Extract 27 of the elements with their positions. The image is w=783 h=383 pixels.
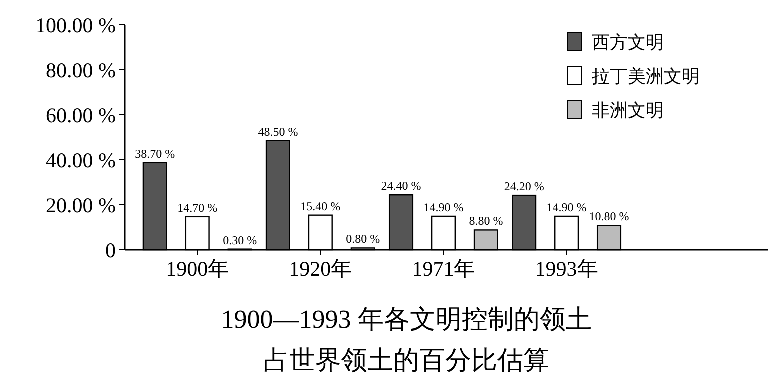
x-tick-label: 1971年 [412,257,476,281]
x-tick-label: 1920年 [289,257,352,281]
data-label: 0.30 % [223,233,258,248]
data-label: 24.20 % [504,180,544,194]
data-label: 8.80 % [469,214,504,228]
y-tick-label: 20.00 % [46,193,116,218]
x-tick-label: 1993年 [535,257,598,281]
x-tick-label: 1900年 [166,257,230,281]
legend-label: 拉丁美洲文明 [592,66,700,86]
y-tick-label: 100.00 % [36,13,116,38]
data-label: 14.90 % [424,200,464,214]
text: 1900—1993 年各文明控制的领土 [221,305,592,334]
y-tick-label: 80.00 % [46,58,116,82]
y-tick-label: 40.00 % [46,148,116,172]
data-label: 24.40 % [381,179,422,194]
text: 占世界领土的百分比估算 [264,346,550,375]
data-label: 10.80 % [589,210,630,224]
data-label: 14.90 % [546,200,587,214]
y-tick-label: 60.00 % [46,103,116,128]
y-tick-label: 0 [106,238,116,262]
data-label: 48.50 % [258,124,298,139]
data-label: 15.40 % [300,199,341,214]
data-label: 0.80 % [346,232,380,246]
legend-label: 西方文明 [592,32,664,52]
data-label: 14.70 % [178,200,218,215]
legend-label: 非洲文明 [592,100,664,120]
data-label: 38.70 % [135,146,176,161]
